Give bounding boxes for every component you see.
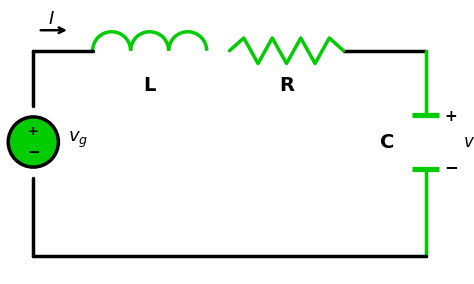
Circle shape <box>8 117 58 167</box>
Text: +: + <box>445 109 457 124</box>
Text: +: + <box>28 126 39 139</box>
Text: $v_g$: $v_g$ <box>67 130 88 150</box>
Text: C: C <box>380 133 394 151</box>
Text: L: L <box>144 76 156 95</box>
Text: R: R <box>279 76 294 95</box>
Text: −: − <box>27 145 40 160</box>
Text: $v$: $v$ <box>463 133 474 151</box>
Text: −: − <box>444 158 458 176</box>
Text: $I$: $I$ <box>48 10 55 28</box>
